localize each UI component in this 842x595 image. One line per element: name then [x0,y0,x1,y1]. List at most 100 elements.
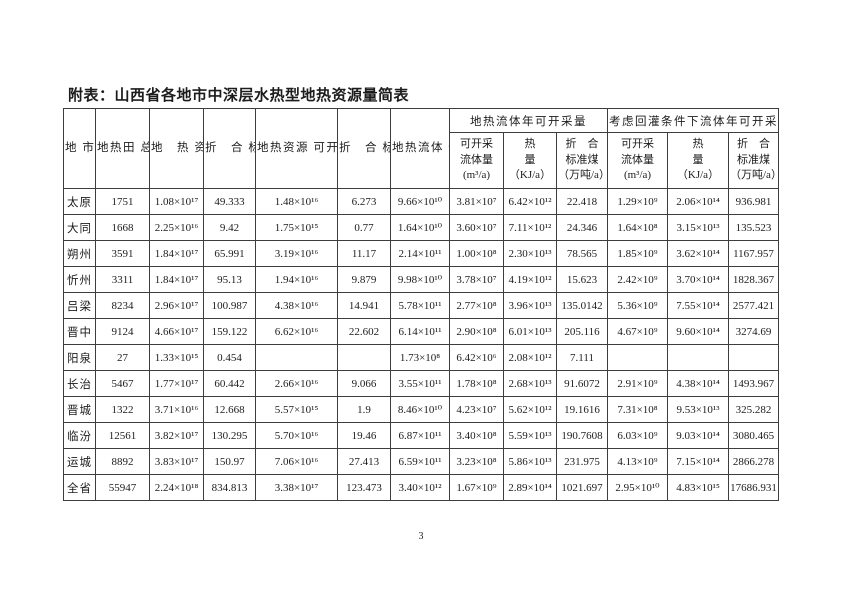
table-cell [667,344,729,371]
table-cell: 9.03×10¹⁴ [667,422,729,449]
table-cell: 2.66×10¹⁶ [255,370,338,397]
table-cell: 2.24×10¹⁸ [149,474,204,501]
table-cell: 1.84×10¹⁷ [149,240,204,267]
column-header-city: 地 市 [63,108,96,189]
table-row: 临汾 12561 3.82×10¹⁷ 130.295 5.70×10¹⁶ 19.46 6.8… [63,422,780,449]
table-cell: 2.25×10¹⁶ [149,214,204,241]
table-cell: 5467 [95,370,150,397]
table-cell: 14.941 [337,292,391,319]
table-cell: 1.84×10¹⁷ [149,266,204,293]
table-cell: 9.60×10¹⁴ [667,318,729,345]
table-row: 太原 1751 1.08×10¹⁷ 49.333 1.48×10¹⁶ 6.273 9.66×… [63,188,780,215]
table-cell: 4.23×10⁷ [449,396,504,423]
table-cell: 4.66×10¹⁷ [149,318,204,345]
column-header-resource-amount: 地 热 资源量 （KJ） [149,108,204,189]
table-row: 晋中 9124 4.66×10¹⁷ 159.122 6.62×10¹⁶ 22.602 6.1… [63,318,780,345]
table-cell: 95.13 [203,266,256,293]
table-cell: 6.42×10⁶ [449,344,504,371]
page-title: 附表：山西省各地市中深层水热型地热资源量简表 [68,88,410,104]
table-row: 大同 1668 2.25×10¹⁶ 9.42 1.75×10¹⁵ 0.77 1.64×10¹… [63,214,780,241]
table-cell: 8234 [95,292,150,319]
table-cell: 8892 [95,448,150,475]
table-cell: 5.70×10¹⁶ [255,422,338,449]
table-cell: 2.68×10¹³ [503,370,557,397]
table-cell: 19.46 [337,422,391,449]
table-cell: 5.59×10¹³ [503,422,557,449]
table-cell: 1.85×10⁹ [607,240,668,267]
table-row: 阳泉 27 1.33×10¹⁵ 0.454 1.73×10⁸ 6.42×10⁶ 2.08×1… [63,344,780,371]
table-cell: 9124 [95,318,150,345]
table-cell: 1493.967 [727,370,780,397]
table-cell: 49.333 [203,188,256,215]
table-cell: 1.64×10¹⁰ [390,214,450,241]
table-cell: 3.23×10⁸ [449,448,504,475]
subheader-recoverable-fluid-volume-1: 可开采 流体量 (m³/a) [449,132,504,189]
table-cell: 2577.421 [727,292,780,319]
group-header-reinjection-recoverable: 考虑回灌条件下流体年可开采 [606,108,780,133]
column-header-standard-coal-2: 折 合 标准煤 （亿吨） [337,108,391,189]
table-cell: 0.77 [337,214,391,241]
table-cell: 7.31×10⁸ [607,396,668,423]
table-cell: 6.273 [337,188,391,215]
subheader-standard-coal-4: 折 合 标准煤 （万吨/a） [727,132,780,189]
table-cell [607,344,668,371]
table-cell: 130.295 [203,422,256,449]
table-cell: 27 [95,344,150,371]
group-header-annual-recoverable-fluid: 地热流体年可开采量 [449,108,608,133]
table-cell: 3.70×10¹⁴ [667,266,729,293]
row-label-city: 晋中 [63,318,96,345]
table-cell: 3.96×10¹³ [503,292,557,319]
row-label-city: 忻州 [63,266,96,293]
table-cell: 9.98×10¹⁰ [390,266,450,293]
table-cell: 5.62×10¹² [503,396,557,423]
subheader-recoverable-fluid-volume-2: 可开采 流体量 (m³/a) [607,132,668,189]
table-cell: 2.77×10⁸ [449,292,504,319]
table-cell: 1.48×10¹⁶ [255,188,338,215]
header-row-groups: 地 市 地热田 总面积 （km²） 地 热 资源量 （KJ） 折 合 标准煤 （… [63,108,780,189]
table-cell: 9.42 [203,214,256,241]
table-cell: 7.111 [556,344,608,371]
table-cell: 3.83×10¹⁷ [149,448,204,475]
table-cell: 7.06×10¹⁶ [255,448,338,475]
table-row: 长治 5467 1.77×10¹⁷ 60.442 2.66×10¹⁶ 9.066 3.55×… [63,370,780,397]
table-cell: 3.71×10¹⁶ [149,396,204,423]
table-cell [255,344,338,371]
table-body: 太原 1751 1.08×10¹⁷ 49.333 1.48×10¹⁶ 6.273 9.66×… [63,188,780,501]
table-cell: 5.57×10¹⁵ [255,396,338,423]
table-cell: 3.81×10⁷ [449,188,504,215]
table-cell: 2866.278 [727,448,780,475]
table-cell: 3.38×10¹⁷ [255,474,338,501]
subheader-standard-coal-3: 折 合 标准煤 （万吨/a） [556,132,608,189]
table-cell: 1.73×10⁸ [390,344,450,371]
table-cell: 2.08×10¹² [503,344,557,371]
row-label-city: 大同 [63,214,96,241]
table-cell: 0.454 [203,344,256,371]
table-cell: 1.78×10⁸ [449,370,504,397]
table-cell: 55947 [95,474,150,501]
table-cell: 12561 [95,422,150,449]
table-row: 晋城 1322 3.71×10¹⁶ 12.668 5.57×10¹⁵ 1.9 8.46×10… [63,396,780,423]
table-cell: 4.83×10¹⁵ [667,474,729,501]
table-cell: 4.67×10⁹ [607,318,668,345]
table-cell: 100.987 [203,292,256,319]
table-cell: 78.565 [556,240,608,267]
table-cell: 1.29×10⁹ [607,188,668,215]
table-cell: 1.77×10¹⁷ [149,370,204,397]
table-cell: 4.13×10⁹ [607,448,668,475]
table-cell: 1021.697 [556,474,608,501]
table-cell: 159.122 [203,318,256,345]
table-cell: 2.96×10¹⁷ [149,292,204,319]
table-cell: 3274.69 [727,318,780,345]
table-cell: 3.40×10¹² [390,474,450,501]
table-cell: 24.346 [556,214,608,241]
subheader-heat-1: 热 量 （KJ/a） [503,132,557,189]
table-cell: 135.523 [727,214,780,241]
table-cell: 1322 [95,396,150,423]
row-label-city: 长治 [63,370,96,397]
table-cell: 4.38×10¹⁴ [667,370,729,397]
table-row: 朔州 3591 1.84×10¹⁷ 65.991 3.19×10¹⁶ 11.17 2.14×… [63,240,780,267]
header-row-subcolumns: 可开采 流体量 (m³/a) 热 量 （KJ/a） 折 合 标准煤 （万吨/a）… [64,132,780,189]
table-cell: 7.55×10¹⁴ [667,292,729,319]
table-cell: 19.1616 [556,396,608,423]
